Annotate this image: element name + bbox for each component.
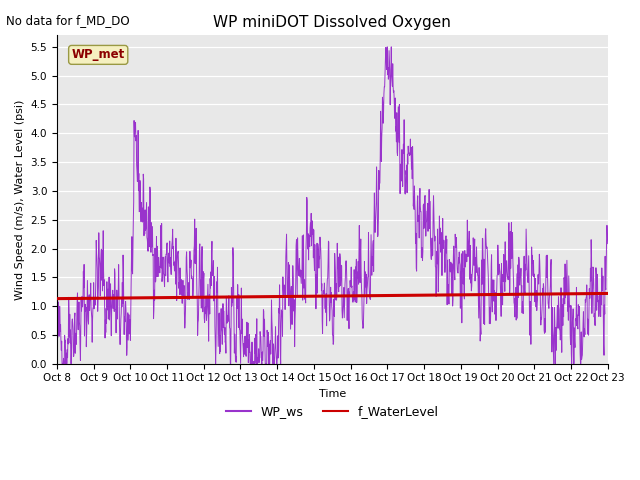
Y-axis label: Wind Speed (m/s), Water Level (psi): Wind Speed (m/s), Water Level (psi) — [15, 99, 25, 300]
Legend: WP_ws, f_WaterLevel: WP_ws, f_WaterLevel — [221, 400, 444, 423]
Text: WP_met: WP_met — [72, 48, 125, 61]
Title: WP miniDOT Dissolved Oxygen: WP miniDOT Dissolved Oxygen — [213, 15, 451, 30]
Text: No data for f_MD_DO: No data for f_MD_DO — [6, 14, 130, 27]
X-axis label: Time: Time — [319, 389, 346, 399]
